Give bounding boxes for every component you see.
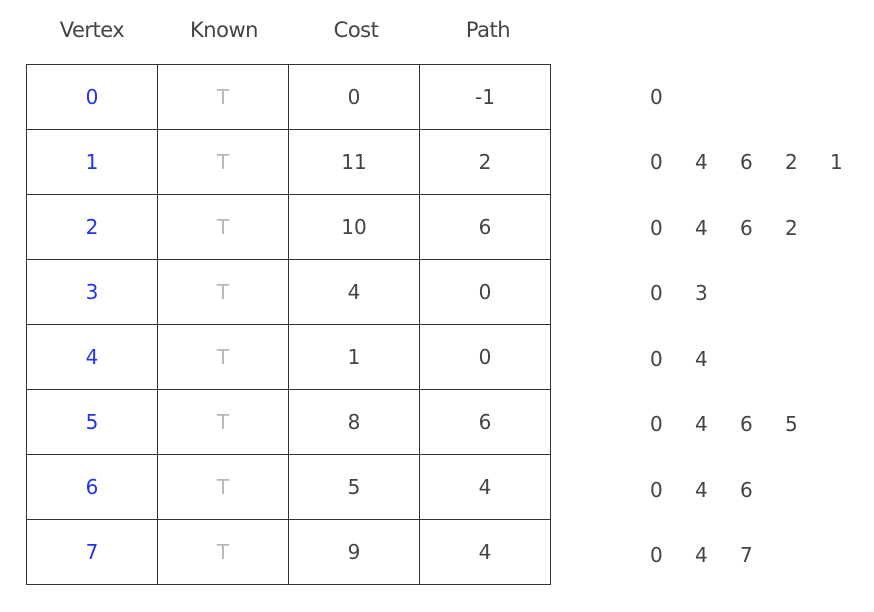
route-node: 1 xyxy=(830,150,843,175)
vertex-cell: 1 xyxy=(26,129,158,195)
route-row: 0 4 6 2 1 xyxy=(650,130,870,196)
table-row: 0 T 0 -1 xyxy=(26,64,551,130)
vertex-cell: 0 xyxy=(26,64,158,130)
known-cell: T xyxy=(157,64,289,130)
route-node: 0 xyxy=(650,84,663,109)
table-row: 2 T 10 6 xyxy=(26,194,551,260)
vertex-cell: 5 xyxy=(26,389,158,455)
route-node: 0 xyxy=(650,150,663,175)
route-row: 0 4 7 xyxy=(650,523,870,589)
vertex-cell: 7 xyxy=(26,519,158,585)
table-row: 1 T 11 2 xyxy=(26,129,551,195)
table-body: 0 T 0 -1 1 T 11 2 2 T 10 6 3 T 4 0 4 T 1 0 5 T 8 6 6 T 5 4 7 T 9 4 xyxy=(26,64,551,585)
path-cell: 6 xyxy=(419,194,551,260)
route-row: 0 xyxy=(650,64,870,130)
path-cell: 4 xyxy=(419,519,551,585)
route-row: 0 4 6 5 xyxy=(650,392,870,458)
cost-cell: 5 xyxy=(288,454,420,520)
route-node: 6 xyxy=(740,412,753,437)
route-node: 4 xyxy=(695,215,708,240)
vertex-cell: 3 xyxy=(26,259,158,325)
route-row: 0 4 6 2 xyxy=(650,195,870,261)
route-node: 4 xyxy=(695,477,708,502)
route-node: 4 xyxy=(695,346,708,371)
header-vertex: Vertex xyxy=(59,18,125,42)
route-node: 4 xyxy=(695,412,708,437)
path-cell: -1 xyxy=(419,64,551,130)
route-node: 5 xyxy=(785,412,798,437)
header-known: Known xyxy=(190,18,258,42)
route-node: 4 xyxy=(695,150,708,175)
path-cell: 0 xyxy=(419,259,551,325)
cost-cell: 11 xyxy=(288,129,420,195)
dijkstra-table: 0 T 0 -1 1 T 11 2 2 T 10 6 3 T 4 0 4 T 1 0 5 T 8 6 6 T 5 4 7 T 9 4 xyxy=(26,64,551,585)
route-node: 0 xyxy=(650,346,663,371)
route-node: 0 xyxy=(650,412,663,437)
cost-cell: 1 xyxy=(288,324,420,390)
cost-cell: 10 xyxy=(288,194,420,260)
header-cost: Cost xyxy=(333,18,379,42)
cost-cell: 9 xyxy=(288,519,420,585)
route-node: 6 xyxy=(740,215,753,240)
path-cell: 4 xyxy=(419,454,551,520)
route-node: 2 xyxy=(785,215,798,240)
route-node: 3 xyxy=(695,281,708,306)
path-cell: 2 xyxy=(419,129,551,195)
known-cell: T xyxy=(157,324,289,390)
route-node: 0 xyxy=(650,477,663,502)
known-cell: T xyxy=(157,389,289,455)
vertex-cell: 2 xyxy=(26,194,158,260)
route-node: 0 xyxy=(650,543,663,568)
known-cell: T xyxy=(157,129,289,195)
vertex-cell: 4 xyxy=(26,324,158,390)
cost-cell: 8 xyxy=(288,389,420,455)
path-cell: 0 xyxy=(419,324,551,390)
route-node: 4 xyxy=(695,543,708,568)
header-path: Path xyxy=(465,18,511,42)
route-node: 0 xyxy=(650,281,663,306)
table-header: Vertex Known Cost Path xyxy=(26,14,554,46)
known-cell: T xyxy=(157,259,289,325)
route-node: 6 xyxy=(740,477,753,502)
vertex-cell: 6 xyxy=(26,454,158,520)
known-cell: T xyxy=(157,194,289,260)
route-row: 0 4 6 xyxy=(650,457,870,523)
route-node: 7 xyxy=(740,543,753,568)
known-cell: T xyxy=(157,454,289,520)
known-cell: T xyxy=(157,519,289,585)
route-node: 0 xyxy=(650,215,663,240)
cost-cell: 4 xyxy=(288,259,420,325)
path-cell: 6 xyxy=(419,389,551,455)
route-node: 2 xyxy=(785,150,798,175)
route-node: 6 xyxy=(740,150,753,175)
cost-cell: 0 xyxy=(288,64,420,130)
